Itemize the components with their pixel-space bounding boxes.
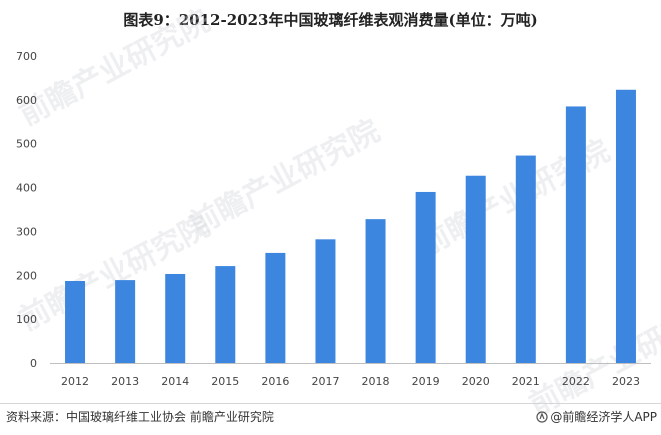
bar-2022 bbox=[565, 106, 586, 363]
x-tick-label: 2017 bbox=[311, 375, 339, 388]
credit-label: @前瞻经济学人APP bbox=[550, 410, 657, 424]
x-tick-label: 2021 bbox=[512, 375, 540, 388]
brand-logo-icon bbox=[536, 410, 548, 423]
y-tick-label: 0 bbox=[30, 357, 37, 370]
y-tick-label: 300 bbox=[16, 225, 37, 238]
x-tick-label: 2012 bbox=[61, 375, 89, 388]
y-tick-label: 100 bbox=[16, 313, 37, 326]
bar-series bbox=[65, 89, 636, 364]
y-tick-label: 500 bbox=[16, 138, 37, 151]
bar-2014 bbox=[165, 273, 186, 363]
bar-2023 bbox=[615, 89, 636, 364]
x-tick-label: 2022 bbox=[562, 375, 590, 388]
x-tick-label: 2015 bbox=[211, 375, 239, 388]
chart-title: 图表9：2012-2023年中国玻璃纤维表观消费量(单位：万吨) bbox=[123, 11, 538, 29]
y-tick-label: 200 bbox=[16, 269, 37, 282]
bar-2020 bbox=[465, 175, 486, 363]
bar-2012 bbox=[65, 280, 86, 363]
bar-2019 bbox=[415, 191, 436, 363]
x-tick-label: 2013 bbox=[111, 375, 139, 388]
y-tick-label: 600 bbox=[16, 94, 37, 107]
y-tick-label: 400 bbox=[16, 182, 37, 195]
x-tick-label: 2016 bbox=[261, 375, 289, 388]
x-tick-label: 2018 bbox=[362, 375, 390, 388]
source-note: 资料来源：中国玻璃纤维工业协会 前瞻产业研究院 bbox=[6, 410, 274, 424]
y-axis: 0 100 200 300 400 500 600 700 bbox=[16, 50, 37, 370]
bar-2018 bbox=[365, 219, 386, 363]
x-tick-label: 2014 bbox=[161, 375, 189, 388]
footer: 资料来源：中国玻璃纤维工业协会 前瞻产业研究院 @前瞻经济学人APP bbox=[0, 403, 661, 428]
bar-2016 bbox=[265, 252, 286, 363]
x-tick-label: 2020 bbox=[462, 375, 490, 388]
bar-2017 bbox=[315, 239, 336, 363]
credit: @前瞻经济学人APP bbox=[536, 408, 657, 425]
x-axis: 2012 2013 2014 2015 2016 2017 2018 2019 2020 2021… bbox=[50, 363, 651, 388]
bar-2015 bbox=[215, 266, 236, 363]
x-tick-label: 2019 bbox=[412, 375, 440, 388]
bar-2013 bbox=[115, 280, 136, 363]
x-tick-label: 2023 bbox=[612, 375, 640, 388]
bar-2021 bbox=[515, 155, 536, 363]
y-tick-label: 700 bbox=[16, 50, 37, 63]
